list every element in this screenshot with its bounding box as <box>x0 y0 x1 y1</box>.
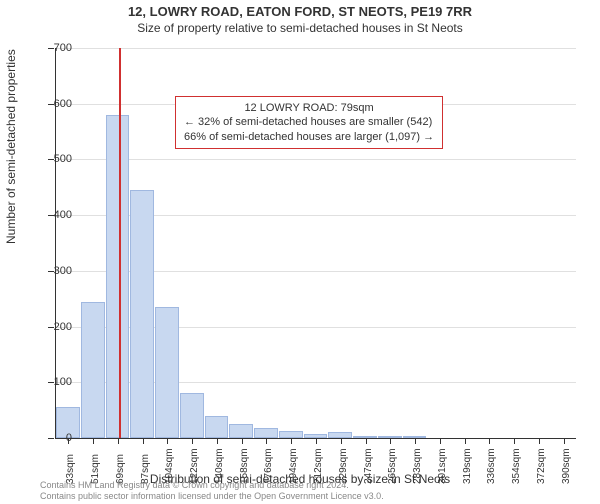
footer: Contains HM Land Registry data © Crown c… <box>40 480 384 502</box>
y-tick-label: 500 <box>32 153 72 165</box>
y-tick-label: 400 <box>32 209 72 221</box>
x-tick <box>192 438 193 444</box>
x-tick <box>514 438 515 444</box>
histogram-bar <box>279 431 303 438</box>
y-tick-label: 200 <box>32 321 72 333</box>
histogram-bar <box>180 393 204 438</box>
x-tick <box>564 438 565 444</box>
x-tick <box>217 438 218 444</box>
x-tick <box>341 438 342 444</box>
annotation-line3: 66% of semi-detached houses are larger (… <box>184 130 434 144</box>
x-tick <box>143 438 144 444</box>
chart-area: 33sqm51sqm69sqm87sqm104sqm122sqm140sqm15… <box>55 48 575 438</box>
y-tick-label: 300 <box>32 265 72 277</box>
annotation-line2: ← 32% of semi-detached houses are smalle… <box>184 115 434 129</box>
y-tick-label: 100 <box>32 376 72 388</box>
x-tick <box>266 438 267 444</box>
annotation-line1: 12 LOWRY ROAD: 79sqm <box>184 101 434 115</box>
x-tick <box>118 438 119 444</box>
x-tick <box>167 438 168 444</box>
x-tick <box>93 438 94 444</box>
y-tick-label: 700 <box>32 42 72 54</box>
annotation-box: 12 LOWRY ROAD: 79sqm ← 32% of semi-detac… <box>175 96 443 149</box>
x-tick <box>366 438 367 444</box>
histogram-bar <box>254 428 278 438</box>
x-tick <box>465 438 466 444</box>
x-tick <box>242 438 243 444</box>
x-tick <box>316 438 317 444</box>
grid-line <box>56 159 576 160</box>
x-tick <box>415 438 416 444</box>
histogram-bar <box>106 115 130 438</box>
x-tick <box>539 438 540 444</box>
footer-line2: Contains public sector information licen… <box>40 491 384 502</box>
y-axis-title: Number of semi-detached properties <box>4 49 18 244</box>
x-tick <box>291 438 292 444</box>
property-marker-line <box>119 48 121 438</box>
x-tick <box>489 438 490 444</box>
x-tick <box>390 438 391 444</box>
histogram-bar <box>205 416 229 438</box>
y-tick-label: 600 <box>32 98 72 110</box>
chart-container: 12, LOWRY ROAD, EATON FORD, ST NEOTS, PE… <box>0 4 600 504</box>
page-title: 12, LOWRY ROAD, EATON FORD, ST NEOTS, PE… <box>0 4 600 19</box>
histogram-bar <box>81 302 105 439</box>
histogram-bar <box>155 307 179 438</box>
grid-line <box>56 48 576 49</box>
histogram-bar <box>130 190 154 438</box>
x-tick <box>440 438 441 444</box>
y-tick-label: 0 <box>32 432 72 444</box>
histogram-bar <box>229 424 253 438</box>
footer-line1: Contains HM Land Registry data © Crown c… <box>40 480 384 491</box>
page-subtitle: Size of property relative to semi-detach… <box>0 21 600 35</box>
